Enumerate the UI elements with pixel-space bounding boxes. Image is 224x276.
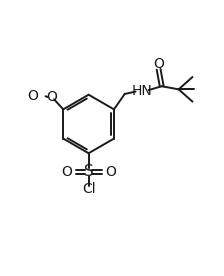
Text: O: O [61,165,72,179]
Text: O: O [27,89,38,103]
Text: Cl: Cl [82,182,95,196]
Text: HN: HN [131,84,152,98]
Text: S: S [84,164,93,179]
Text: O: O [153,57,164,71]
Text: O: O [106,165,116,179]
Text: O: O [46,90,57,104]
